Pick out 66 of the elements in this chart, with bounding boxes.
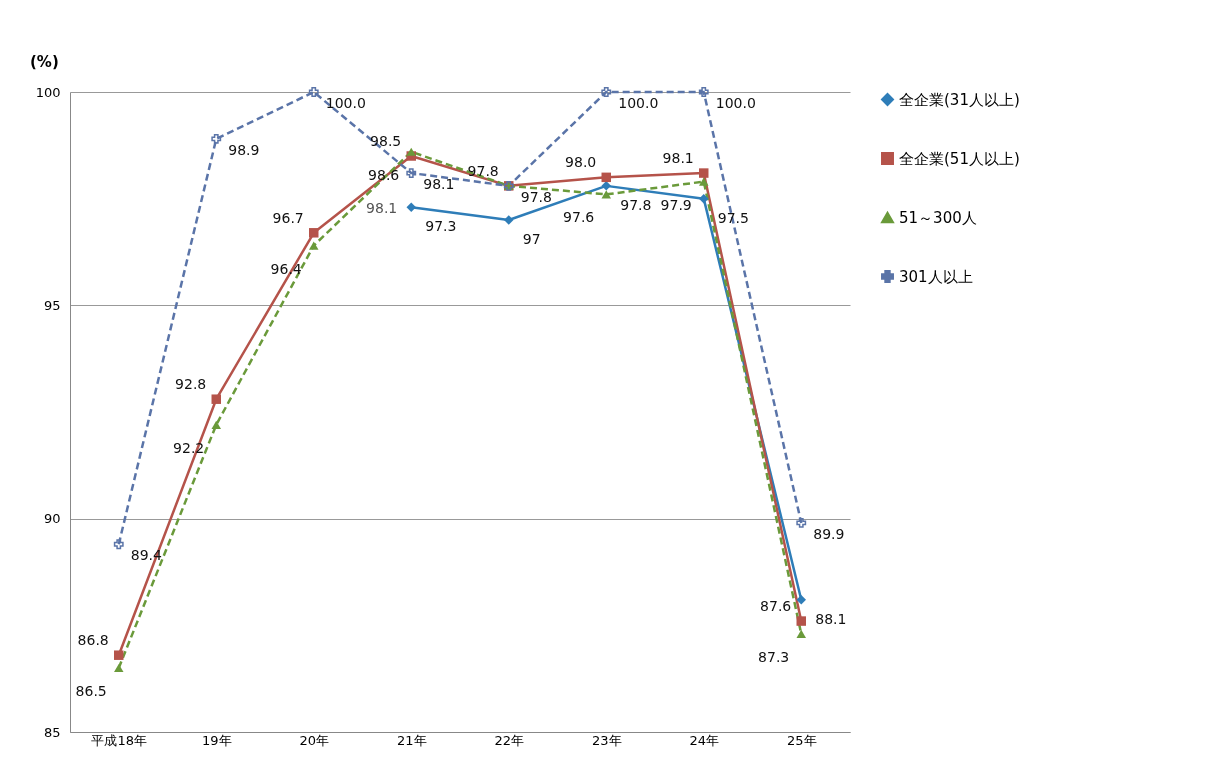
data-label: 98.0 (565, 154, 597, 171)
data-label: 97.9 (660, 196, 692, 213)
x-tick-label: 24年 (689, 732, 720, 748)
data-label: 100.0 (325, 95, 366, 111)
data-label: 98.1 (423, 176, 455, 193)
point (796, 518, 807, 528)
y-tick-label: 100 (35, 84, 61, 100)
point (114, 663, 124, 673)
legend-label: 51～300人 (899, 208, 977, 227)
point (699, 193, 709, 204)
point (406, 168, 417, 178)
data-label: 97 (522, 231, 541, 247)
data-label: 98.1 (662, 150, 694, 167)
point (308, 87, 319, 97)
point (699, 168, 709, 178)
x-tick-label: 21年 (396, 732, 427, 748)
point (211, 134, 222, 144)
x-tick-label: 19年 (201, 732, 232, 748)
point (309, 241, 319, 250)
point (211, 394, 221, 404)
data-label: 97.8 (520, 188, 552, 205)
point (601, 87, 612, 97)
legend-label: 全企業(31人以上) (899, 90, 1020, 109)
data-label: 86.5 (75, 683, 107, 699)
point (601, 181, 611, 191)
point (114, 650, 124, 660)
data-label: 87.3 (758, 648, 790, 665)
data-label: 98.9 (228, 141, 260, 158)
annotation: 98.1 (366, 200, 398, 217)
y-tick-label: 95 (43, 297, 61, 313)
point (601, 190, 611, 199)
point (601, 172, 611, 183)
point (796, 629, 806, 638)
data-label: 100.0 (618, 95, 659, 111)
point (309, 228, 319, 238)
data-label: 88.1 (815, 610, 847, 627)
point (796, 594, 806, 605)
data-label: 97.8 (467, 162, 499, 179)
y-tick-label: 90 (43, 511, 61, 527)
data-label: 96.7 (272, 209, 304, 226)
point (113, 539, 124, 550)
x-tick-label: 25年 (786, 732, 817, 748)
legend-label: 全企業(51人以上) (899, 149, 1020, 168)
legend-label: 301人以上 (899, 267, 973, 286)
point (406, 147, 416, 156)
point (406, 202, 416, 212)
data-label: 92.8 (175, 376, 207, 393)
y-tick-label: 85 (43, 724, 61, 740)
data-label: 87.6 (760, 598, 792, 615)
data-label: 89.9 (813, 525, 845, 542)
point (211, 420, 221, 429)
data-label: 97.3 (425, 218, 457, 235)
point (796, 616, 806, 626)
x-tick-label: 23年 (591, 732, 622, 748)
x-tick-label: 22年 (494, 732, 525, 748)
point (699, 177, 709, 186)
data-label: 100.0 (715, 95, 756, 111)
x-tick-label: 平成18年 (91, 732, 148, 748)
data-label: 98.5 (370, 133, 402, 149)
data-label: 86.8 (77, 632, 109, 649)
data-label: 97.8 (620, 196, 652, 213)
data-label: 97.6 (563, 209, 595, 226)
y-axis-title: (%) (30, 53, 59, 71)
data-label: 97.5 (717, 209, 749, 226)
point (698, 87, 709, 97)
x-tick-label: 20年 (299, 732, 330, 748)
